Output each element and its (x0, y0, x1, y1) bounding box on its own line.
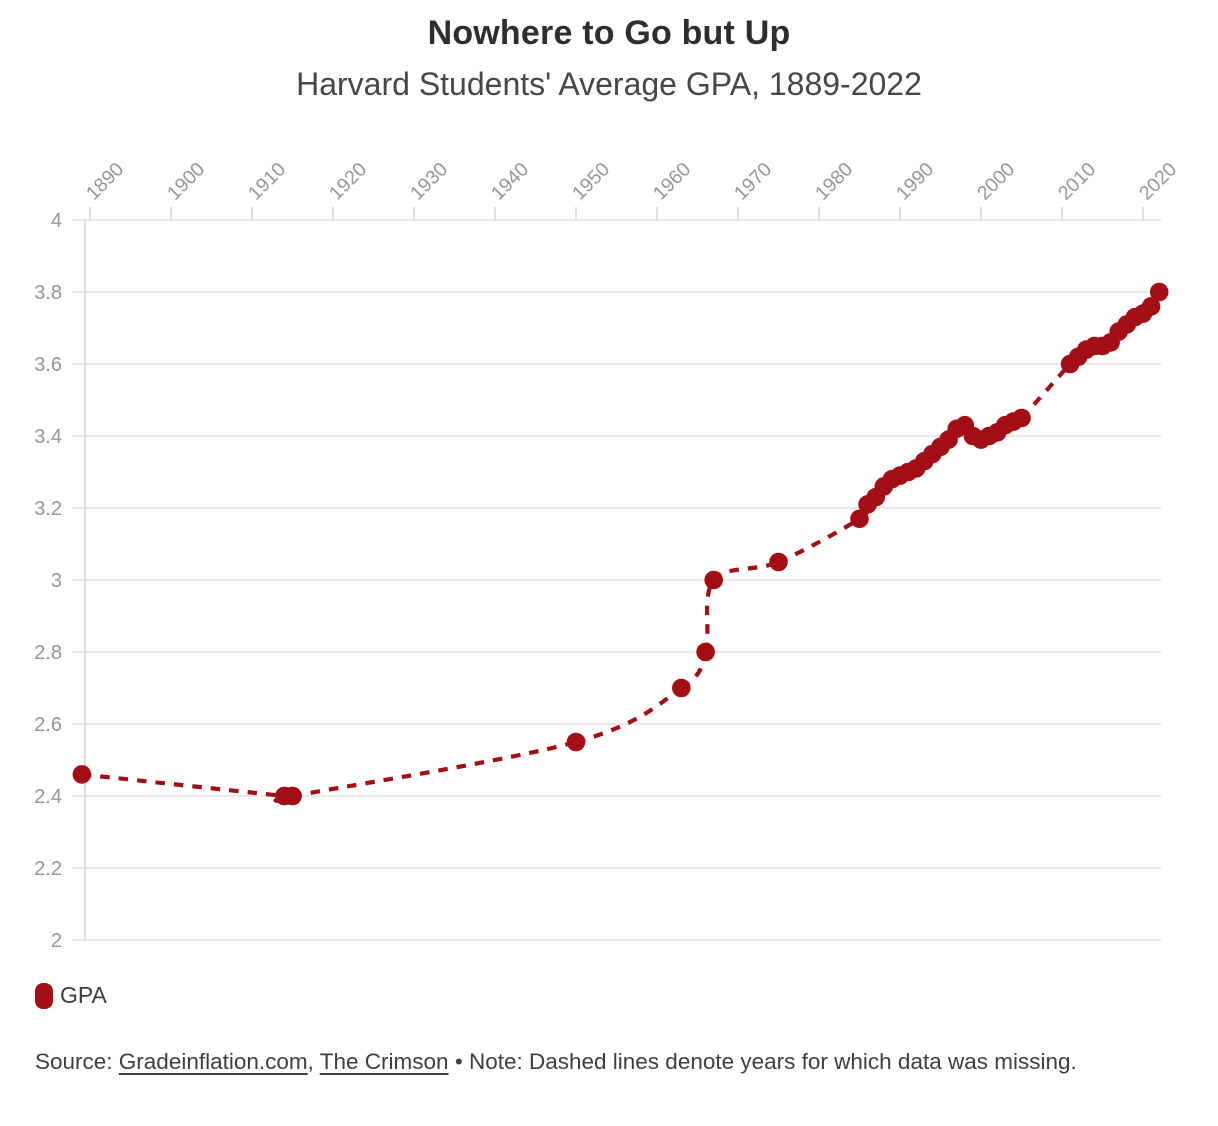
source-prefix: Source: (35, 1049, 119, 1074)
x-tick-label-1890: 1890 (82, 158, 128, 204)
source-note: Source: Gradeinflation.com, The Crimson … (35, 1046, 1105, 1079)
x-tick-label-1900: 1900 (163, 158, 209, 204)
y-tick-label-2: 2 (51, 930, 62, 952)
line-segment-dashed (1020, 362, 1072, 420)
y-tick-label-3: 3 (51, 570, 62, 592)
legend-swatch (35, 982, 53, 1009)
data-point-1950[interactable]: 1950: 2.55 (566, 732, 586, 752)
y-tick-label-3.2: 3.2 (34, 498, 62, 520)
y-tick-label-2.6: 2.6 (34, 714, 62, 736)
line-segment-dashed (703, 578, 716, 653)
y-tick-label-3.8: 3.8 (34, 282, 62, 304)
legend-item-gpa[interactable]: GPA (35, 982, 107, 1009)
x-tick-label-1930: 1930 (406, 158, 452, 204)
x-tick-label-1990: 1990 (892, 158, 938, 204)
x-tick-label-1920: 1920 (325, 158, 371, 204)
footer-note: • Note: Dashed lines denote years for wh… (448, 1049, 1077, 1074)
y-tick-label-2.4: 2.4 (34, 786, 62, 808)
x-tick-label-1960: 1960 (649, 158, 695, 204)
y-tick-label-4: 4 (51, 210, 62, 232)
line-segment-dashed (712, 560, 780, 582)
data-point-2022[interactable]: 2022: 3.80 (1149, 282, 1169, 302)
page-title: Nowhere to Go but Up (427, 14, 791, 52)
data-point-1915[interactable]: 1915: 2.40 (283, 786, 302, 806)
legend-label: GPA (60, 982, 107, 1008)
y-tick-label-2.8: 2.8 (34, 642, 62, 664)
data-point-1967[interactable]: 1967: 3.00 (704, 570, 723, 590)
y-tick-label-3.6: 3.6 (34, 354, 62, 376)
data-point-1975[interactable]: 1975: 3.05 (769, 552, 788, 572)
x-tick-label-2020: 2020 (1135, 158, 1181, 204)
y-tick-label-2.2: 2.2 (34, 858, 62, 880)
source-separator: , (307, 1049, 320, 1074)
x-tick-label-1910: 1910 (244, 158, 290, 204)
line-segment-dashed (292, 739, 577, 799)
x-tick-label-1980: 1980 (811, 158, 857, 204)
x-tick-label-1950: 1950 (568, 158, 614, 204)
data-point-1966[interactable]: 1966: 2.80 (696, 642, 715, 662)
data-point-1985[interactable]: 1985: 3.17 (850, 509, 869, 529)
source-link-gradeinflation[interactable]: Gradeinflation.com (118, 1049, 308, 1074)
page-subtitle: Harvard Students' Average GPA, 1889-2022 (296, 66, 922, 102)
source-link-crimson[interactable]: The Crimson (319, 1049, 449, 1074)
x-tick-label-2000: 2000 (973, 158, 1019, 204)
line-segment-dashed (777, 517, 861, 564)
line-segment-dashed (575, 686, 683, 745)
x-tick-label-2010: 2010 (1054, 158, 1100, 204)
line-segment-dashed (81, 772, 285, 799)
data-point-2021[interactable]: 2021: 3.76 (1141, 297, 1161, 316)
x-tick-label-1940: 1940 (487, 158, 533, 204)
data-point-1889[interactable]: 1889: 2.46 (72, 765, 92, 784)
y-tick-label-3.4: 3.4 (34, 426, 62, 448)
gpa-line-chart: 4 3.8 3.6 3.4 3.2 3 2.8 2.6 2.4 2.2 2 1890 1900 1910 1… (34, 158, 1181, 952)
data-point-1963[interactable]: 1963: 2.70 (672, 678, 691, 698)
data-point-2005[interactable]: 2005: 3.45 (1012, 408, 1031, 428)
x-tick-label-1970: 1970 (730, 158, 776, 204)
